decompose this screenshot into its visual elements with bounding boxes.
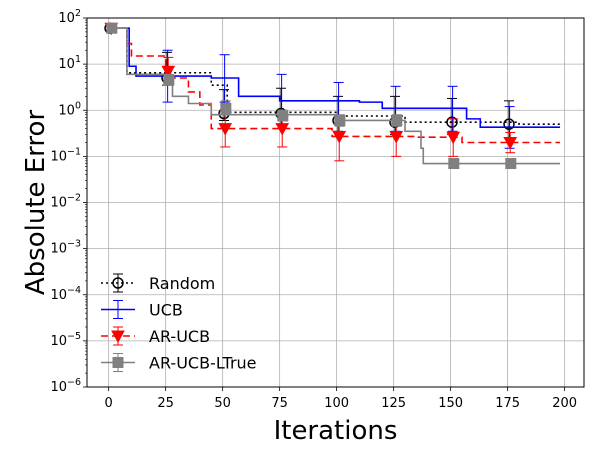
x-tick-label: 25 <box>157 396 174 411</box>
y-tick-label: 100 <box>58 100 81 118</box>
legend-label: AR-UCB <box>149 327 210 346</box>
x-tick-label: 150 <box>438 396 463 411</box>
legend-label: UCB <box>149 301 183 320</box>
legend-marker <box>112 357 124 368</box>
y-tick-label: 102 <box>58 8 81 26</box>
series-layer <box>104 22 561 170</box>
data-point <box>503 118 515 130</box>
data-point <box>218 123 233 136</box>
data-point <box>275 123 290 136</box>
data-point <box>389 130 404 144</box>
legend-entry: AR-UCB <box>101 326 210 346</box>
y-tick-label: 101 <box>58 54 81 72</box>
y-tick-label: 10−1 <box>50 146 81 164</box>
tick-layer: 0 25 50 75 100 125 150 175 200 10−6 10−5 10−4 10−3 10… <box>50 8 577 411</box>
data-point <box>332 130 347 144</box>
series-ucb <box>105 24 561 149</box>
data-point <box>334 114 346 126</box>
data-point <box>277 110 289 122</box>
data-point <box>446 131 461 145</box>
data-point <box>220 102 232 114</box>
x-tick-label: 125 <box>381 396 406 411</box>
legend-entry: Random <box>101 273 215 293</box>
x-tick-label: 200 <box>552 396 577 411</box>
legend: Random UCB AR-UCB AR-UCB-LTrue <box>101 273 257 373</box>
data-point <box>163 74 175 86</box>
y-tick-label: 10−6 <box>50 377 81 395</box>
x-tick-label: 50 <box>214 396 231 411</box>
series-line <box>108 27 561 144</box>
y-tick-label: 10−4 <box>50 285 81 303</box>
data-point <box>161 65 176 79</box>
data-point <box>446 116 458 128</box>
x-axis-title: Iterations <box>274 416 398 446</box>
data-point <box>106 22 118 34</box>
x-tick-label: 175 <box>495 396 520 411</box>
data-point <box>503 136 518 150</box>
legend-marker <box>112 277 124 289</box>
legend-entry: AR-UCB-LTrue <box>101 353 257 373</box>
legend-marker <box>111 330 125 344</box>
y-tick-label: 10−2 <box>50 193 81 211</box>
y-axis-title: Absolute Error <box>21 110 51 296</box>
series-line <box>108 27 561 128</box>
series-ar-ucb-ltrue <box>106 22 561 170</box>
x-tick-label: 75 <box>271 396 288 411</box>
legend-label: Random <box>149 274 215 293</box>
data-point <box>505 158 517 170</box>
legend-entry: UCB <box>101 300 183 320</box>
data-point <box>391 114 403 126</box>
data-point <box>448 158 460 170</box>
legend-label: AR-UCB-LTrue <box>149 354 257 373</box>
x-tick-label: 100 <box>324 396 349 411</box>
y-tick-label: 10−3 <box>50 239 81 257</box>
series-ar-ucb <box>104 22 561 162</box>
x-tick-label: 0 <box>105 396 113 411</box>
y-tick-label: 10−5 <box>50 331 81 349</box>
